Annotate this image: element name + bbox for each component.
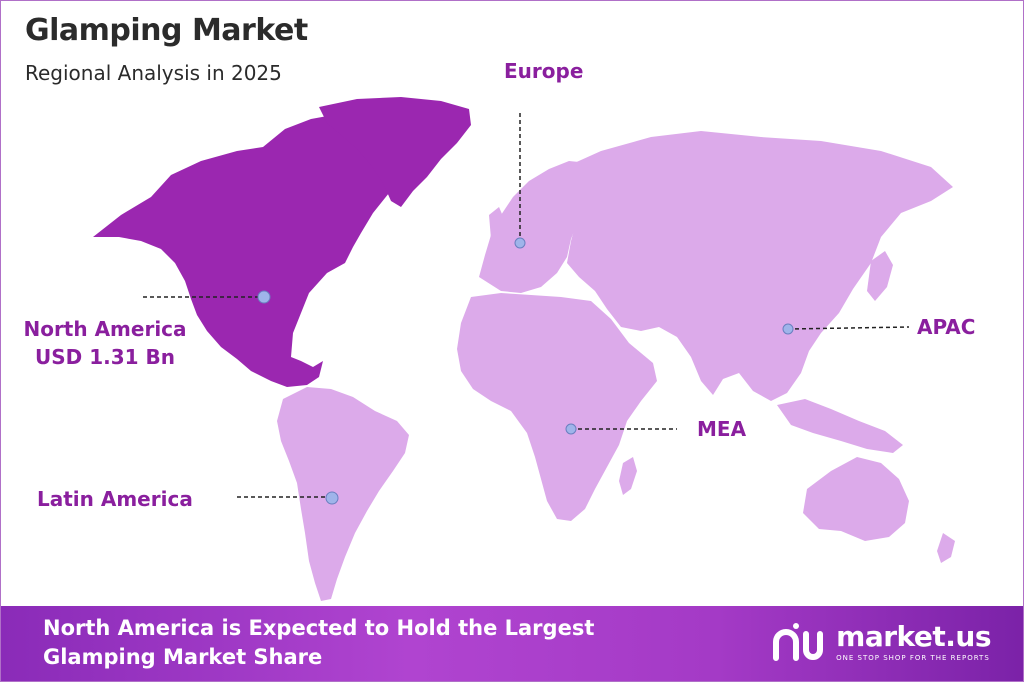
label-mea: MEA [697, 417, 747, 441]
marker-europe [514, 237, 526, 249]
label-north-america-name: North America [23, 317, 187, 341]
banner-line-1: North America is Expected to Hold the La… [43, 616, 595, 640]
footer-banner: North America is Expected to Hold the La… [1, 606, 1023, 681]
map-region-se-asia-islands [777, 399, 903, 453]
map-region-uk [489, 207, 505, 239]
page-title: Glamping Market [25, 13, 308, 48]
label-apac: APAC [917, 315, 976, 339]
page-subtitle: Regional Analysis in 2025 [25, 61, 282, 85]
map-region-asia [561, 131, 953, 401]
marker-apac [782, 323, 794, 335]
map-region-africa [457, 293, 657, 521]
marker-latin-america [325, 491, 339, 505]
map-region-greenland [319, 97, 471, 207]
marker-north-america [257, 290, 271, 304]
label-europe: Europe [504, 59, 584, 83]
map-region-new-zealand [937, 533, 955, 563]
map-region-europe [479, 161, 597, 293]
leader-line-apac [787, 326, 910, 330]
marker-mea [565, 423, 577, 435]
brand-text: market.us ONE STOP SHOP FOR THE REPORTS [836, 620, 991, 663]
banner-line-2: Glamping Market Share [43, 645, 323, 669]
banner-text: North America is Expected to Hold the La… [43, 614, 594, 672]
map-region-japan [867, 251, 893, 301]
label-latin-america: Latin America [37, 487, 193, 511]
market-us-logo-icon [773, 623, 824, 661]
brand-name: market.us [836, 620, 991, 653]
map-region-madagascar [619, 457, 637, 495]
map-region-latin-america [277, 387, 409, 601]
brand-tagline: ONE STOP SHOP FOR THE REPORTS [836, 654, 990, 662]
label-north-america-value: USD 1.31 Bn [35, 345, 175, 369]
map-region-australia [803, 457, 909, 541]
world-map [93, 97, 955, 601]
brand-block[interactable]: market.us ONE STOP SHOP FOR THE REPORTS [770, 620, 991, 664]
map-region-north-america [93, 115, 393, 387]
label-north-america: North America USD 1.31 Bn [15, 315, 195, 371]
